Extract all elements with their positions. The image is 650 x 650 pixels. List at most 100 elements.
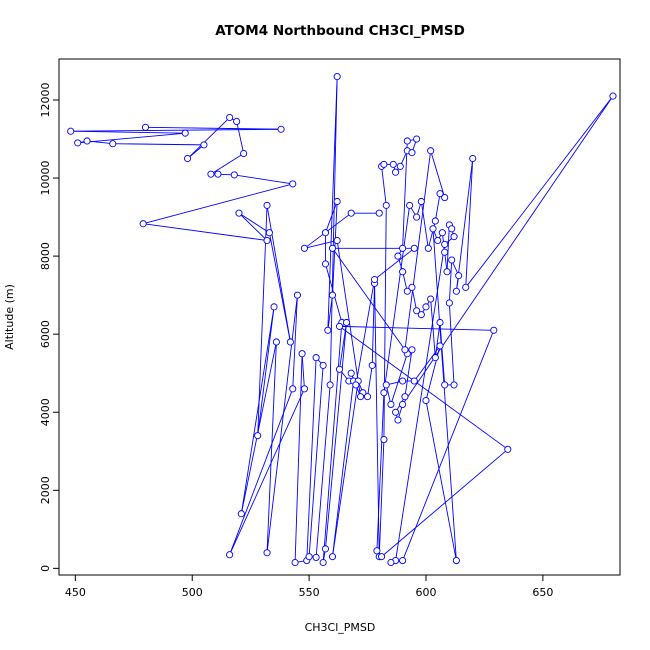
y-tick-label: 0 [39, 565, 52, 572]
data-point [469, 154, 477, 163]
data-point [347, 209, 355, 217]
series-line-segment [266, 205, 291, 343]
data-point [324, 326, 332, 334]
data-point [380, 436, 388, 444]
data-point [441, 194, 449, 202]
data-point [382, 381, 390, 389]
data-point [321, 545, 330, 553]
data-point [394, 252, 402, 260]
series-line-segment [229, 388, 305, 555]
data-point [240, 149, 248, 158]
data-point [403, 287, 411, 295]
series-line-segment [465, 95, 614, 288]
data-point [431, 354, 439, 362]
data-point [455, 272, 463, 280]
series-line-segment [413, 345, 441, 382]
data-point [441, 240, 449, 248]
data-point [321, 229, 330, 237]
data-point [328, 291, 337, 299]
series-line-segment [339, 325, 494, 331]
data-point [413, 307, 421, 315]
data-point [342, 318, 351, 327]
data-point [396, 162, 404, 170]
data-point [333, 197, 341, 206]
series-line-segment [70, 130, 186, 134]
data-point [326, 381, 334, 389]
data-point [441, 248, 449, 256]
data-point [263, 549, 271, 557]
data-point [319, 558, 327, 567]
series-line-segment [425, 400, 457, 561]
data-point [235, 209, 243, 217]
data-point [399, 400, 407, 408]
data-point [452, 557, 460, 565]
data-point [434, 236, 442, 245]
data-point [417, 311, 425, 319]
data-point [389, 160, 397, 168]
series-line-segment [439, 322, 446, 385]
data-point [312, 354, 320, 362]
data-point [490, 326, 498, 334]
series-line-segment [238, 212, 268, 241]
data-point [263, 201, 271, 209]
series-line-segment [448, 302, 455, 385]
y-axis-label: Altitude (m) [3, 284, 16, 350]
data-point [410, 377, 418, 385]
data-point [333, 73, 341, 81]
x-tick-label: 450 [65, 586, 86, 599]
data-point [291, 558, 299, 567]
y-tick-label: 4000 [39, 398, 52, 426]
data-point [286, 338, 294, 346]
series-line-segment [240, 341, 277, 514]
series-line-segment [306, 357, 317, 561]
data-point [422, 396, 430, 405]
data-point [265, 229, 273, 237]
series-line-segment [448, 259, 453, 303]
data-point [373, 547, 381, 555]
data-point [441, 381, 449, 389]
data-point [424, 244, 432, 252]
series-line-segment [455, 158, 474, 292]
data-point [399, 244, 407, 252]
data-point [207, 170, 215, 178]
data-point [380, 160, 388, 168]
series-line-segment [257, 306, 275, 436]
data-point [450, 233, 458, 241]
series-line-segment [395, 244, 446, 561]
data-point [401, 393, 409, 401]
series-line-segment [145, 126, 282, 130]
data-point [392, 408, 400, 416]
series-line-segment [304, 240, 338, 249]
data-point [200, 141, 208, 149]
series-lines [70, 76, 614, 563]
data-point [403, 137, 411, 145]
series-line-segment [327, 76, 338, 331]
series-line-segment [367, 365, 373, 397]
data-point [139, 220, 147, 228]
data-point [83, 137, 91, 145]
data-point [272, 338, 280, 346]
data-point [436, 190, 444, 198]
data-point [328, 553, 337, 561]
series-line-segment [332, 380, 359, 557]
x-axis: 450 500 550 600 650 [65, 574, 553, 599]
data-point [462, 283, 470, 291]
series-line-segment [229, 388, 294, 555]
series-line-segment [327, 295, 333, 331]
data-point [380, 389, 388, 397]
series-line-segment [332, 248, 406, 351]
series-line-segment [402, 95, 614, 405]
series-line-segment [446, 224, 450, 272]
data-point [408, 149, 416, 157]
data-point [368, 361, 376, 369]
series-line-segment [234, 174, 293, 185]
data-point [399, 268, 407, 276]
data-point [609, 92, 617, 100]
data-point [67, 127, 75, 135]
series-line-segment [238, 212, 270, 234]
data-point [319, 361, 327, 369]
data-point [417, 197, 425, 206]
data-point [422, 303, 430, 311]
data-point [321, 260, 330, 268]
chart-title: ATOM4 Northbound CH3Cl_PMSD [215, 23, 465, 39]
